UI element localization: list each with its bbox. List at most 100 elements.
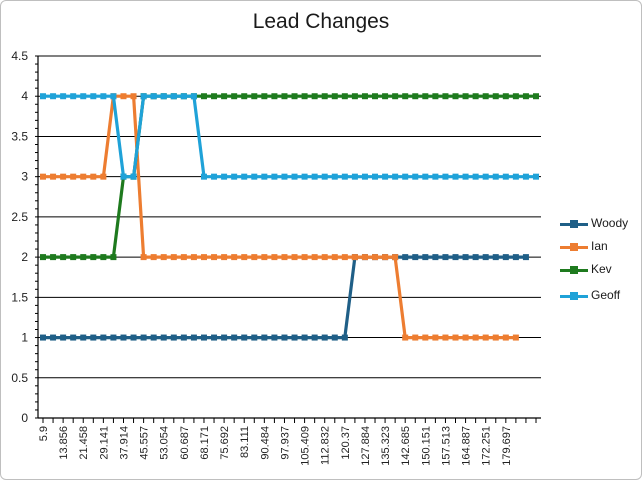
- data-point-ian: [221, 254, 228, 261]
- data-point-woody: [281, 334, 288, 341]
- data-point-ian: [50, 173, 57, 180]
- data-point-kev: [412, 93, 419, 100]
- data-point-kev: [402, 93, 409, 100]
- data-point-woody: [80, 334, 87, 341]
- data-point-kev: [482, 93, 489, 100]
- legend-label: Ian: [591, 239, 608, 253]
- data-point-kev: [533, 93, 539, 100]
- data-point-geoff: [251, 173, 258, 180]
- data-point-woody: [522, 254, 529, 261]
- data-point-kev: [512, 93, 519, 100]
- data-point-woody: [40, 334, 46, 341]
- data-point-geoff: [392, 173, 399, 180]
- data-point-ian: [472, 334, 479, 341]
- data-point-ian: [301, 254, 308, 261]
- data-point-geoff: [301, 173, 308, 180]
- x-tick-label: 179.697: [501, 426, 513, 466]
- data-point-geoff: [70, 93, 77, 100]
- data-point-woody: [462, 254, 469, 261]
- y-tick-label: 4: [21, 89, 28, 103]
- data-point-woody: [482, 254, 489, 261]
- data-point-geoff: [150, 93, 157, 100]
- data-point-kev: [271, 93, 278, 100]
- data-point-ian: [211, 254, 218, 261]
- data-point-kev: [221, 93, 228, 100]
- data-point-geoff: [412, 173, 419, 180]
- y-tick-label: 1: [21, 331, 28, 345]
- legend-marker: [570, 292, 578, 300]
- data-point-geoff: [432, 173, 439, 180]
- data-point-geoff: [60, 93, 67, 100]
- data-point-kev: [261, 93, 268, 100]
- data-point-woody: [311, 334, 318, 341]
- data-point-ian: [502, 334, 509, 341]
- data-point-kev: [502, 93, 509, 100]
- data-point-woody: [251, 334, 258, 341]
- data-point-ian: [100, 173, 107, 180]
- data-point-kev: [372, 93, 379, 100]
- data-point-geoff: [291, 173, 298, 180]
- data-point-kev: [110, 254, 117, 261]
- data-point-woody: [231, 334, 238, 341]
- data-point-ian: [432, 334, 439, 341]
- data-point-ian: [452, 334, 459, 341]
- data-point-geoff: [241, 173, 248, 180]
- data-point-geoff: [533, 173, 539, 180]
- x-tick-label: 5.9: [38, 426, 50, 441]
- data-point-kev: [382, 93, 389, 100]
- data-point-ian: [422, 334, 429, 341]
- data-point-geoff: [120, 173, 127, 180]
- data-point-woody: [341, 334, 348, 341]
- y-tick-label: 2: [21, 250, 28, 264]
- data-point-woody: [180, 334, 187, 341]
- data-point-ian: [361, 254, 368, 261]
- x-tick-label: 53.054: [159, 426, 171, 460]
- data-point-geoff: [341, 173, 348, 180]
- data-point-ian: [331, 254, 338, 261]
- data-point-ian: [392, 254, 399, 261]
- data-point-kev: [281, 93, 288, 100]
- data-point-geoff: [180, 93, 187, 100]
- data-point-geoff: [502, 173, 509, 180]
- x-tick-label: 97.937: [279, 426, 291, 460]
- data-point-kev: [231, 93, 238, 100]
- data-point-ian: [402, 334, 409, 341]
- y-tick-label: 2.5: [11, 210, 28, 224]
- data-point-geoff: [442, 173, 449, 180]
- legend-swatch: [560, 292, 588, 300]
- data-point-geoff: [422, 173, 429, 180]
- data-point-woody: [110, 334, 117, 341]
- data-point-woody: [221, 334, 228, 341]
- data-point-woody: [160, 334, 167, 341]
- data-point-woody: [402, 254, 409, 261]
- data-point-ian: [341, 254, 348, 261]
- data-point-woody: [241, 334, 248, 341]
- data-point-geoff: [492, 173, 499, 180]
- data-point-geoff: [271, 173, 278, 180]
- data-point-woody: [50, 334, 57, 341]
- data-point-ian: [251, 254, 258, 261]
- data-point-woody: [512, 254, 519, 261]
- legend-marker: [570, 243, 578, 251]
- chart-title: Lead Changes: [252, 10, 390, 33]
- data-point-geoff: [311, 173, 318, 180]
- data-point-geoff: [351, 173, 358, 180]
- data-point-woody: [130, 334, 137, 341]
- data-point-geoff: [261, 173, 268, 180]
- x-tick-label: 112.832: [320, 426, 332, 465]
- x-tick-label: 150.151: [420, 426, 432, 466]
- data-point-woody: [190, 334, 197, 341]
- data-point-kev: [50, 254, 57, 261]
- data-point-geoff: [170, 93, 177, 100]
- data-point-ian: [150, 254, 157, 261]
- data-point-geoff: [221, 173, 228, 180]
- data-point-kev: [462, 93, 469, 100]
- data-point-ian: [351, 254, 358, 261]
- y-tick-label: 3.5: [11, 129, 28, 143]
- data-point-ian: [412, 334, 419, 341]
- data-point-ian: [482, 334, 489, 341]
- data-point-woody: [200, 334, 207, 341]
- data-point-geoff: [382, 173, 389, 180]
- data-point-kev: [251, 93, 258, 100]
